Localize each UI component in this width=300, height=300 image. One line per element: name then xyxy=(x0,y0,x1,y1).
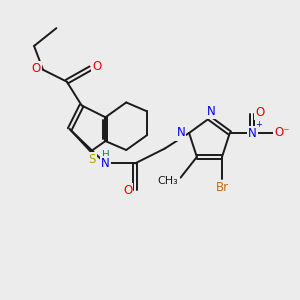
Text: S: S xyxy=(88,153,96,166)
Text: +: + xyxy=(255,120,262,129)
Text: O: O xyxy=(92,60,102,73)
Text: H: H xyxy=(101,150,109,160)
Text: O: O xyxy=(255,106,264,119)
Text: N: N xyxy=(176,127,185,140)
Text: O: O xyxy=(32,62,41,75)
Text: Br: Br xyxy=(215,181,229,194)
Text: N: N xyxy=(248,127,257,140)
Text: N: N xyxy=(207,105,215,118)
Text: O: O xyxy=(123,184,132,196)
Text: CH₃: CH₃ xyxy=(158,176,178,186)
Text: O⁻: O⁻ xyxy=(274,127,289,140)
Text: N: N xyxy=(101,157,110,170)
